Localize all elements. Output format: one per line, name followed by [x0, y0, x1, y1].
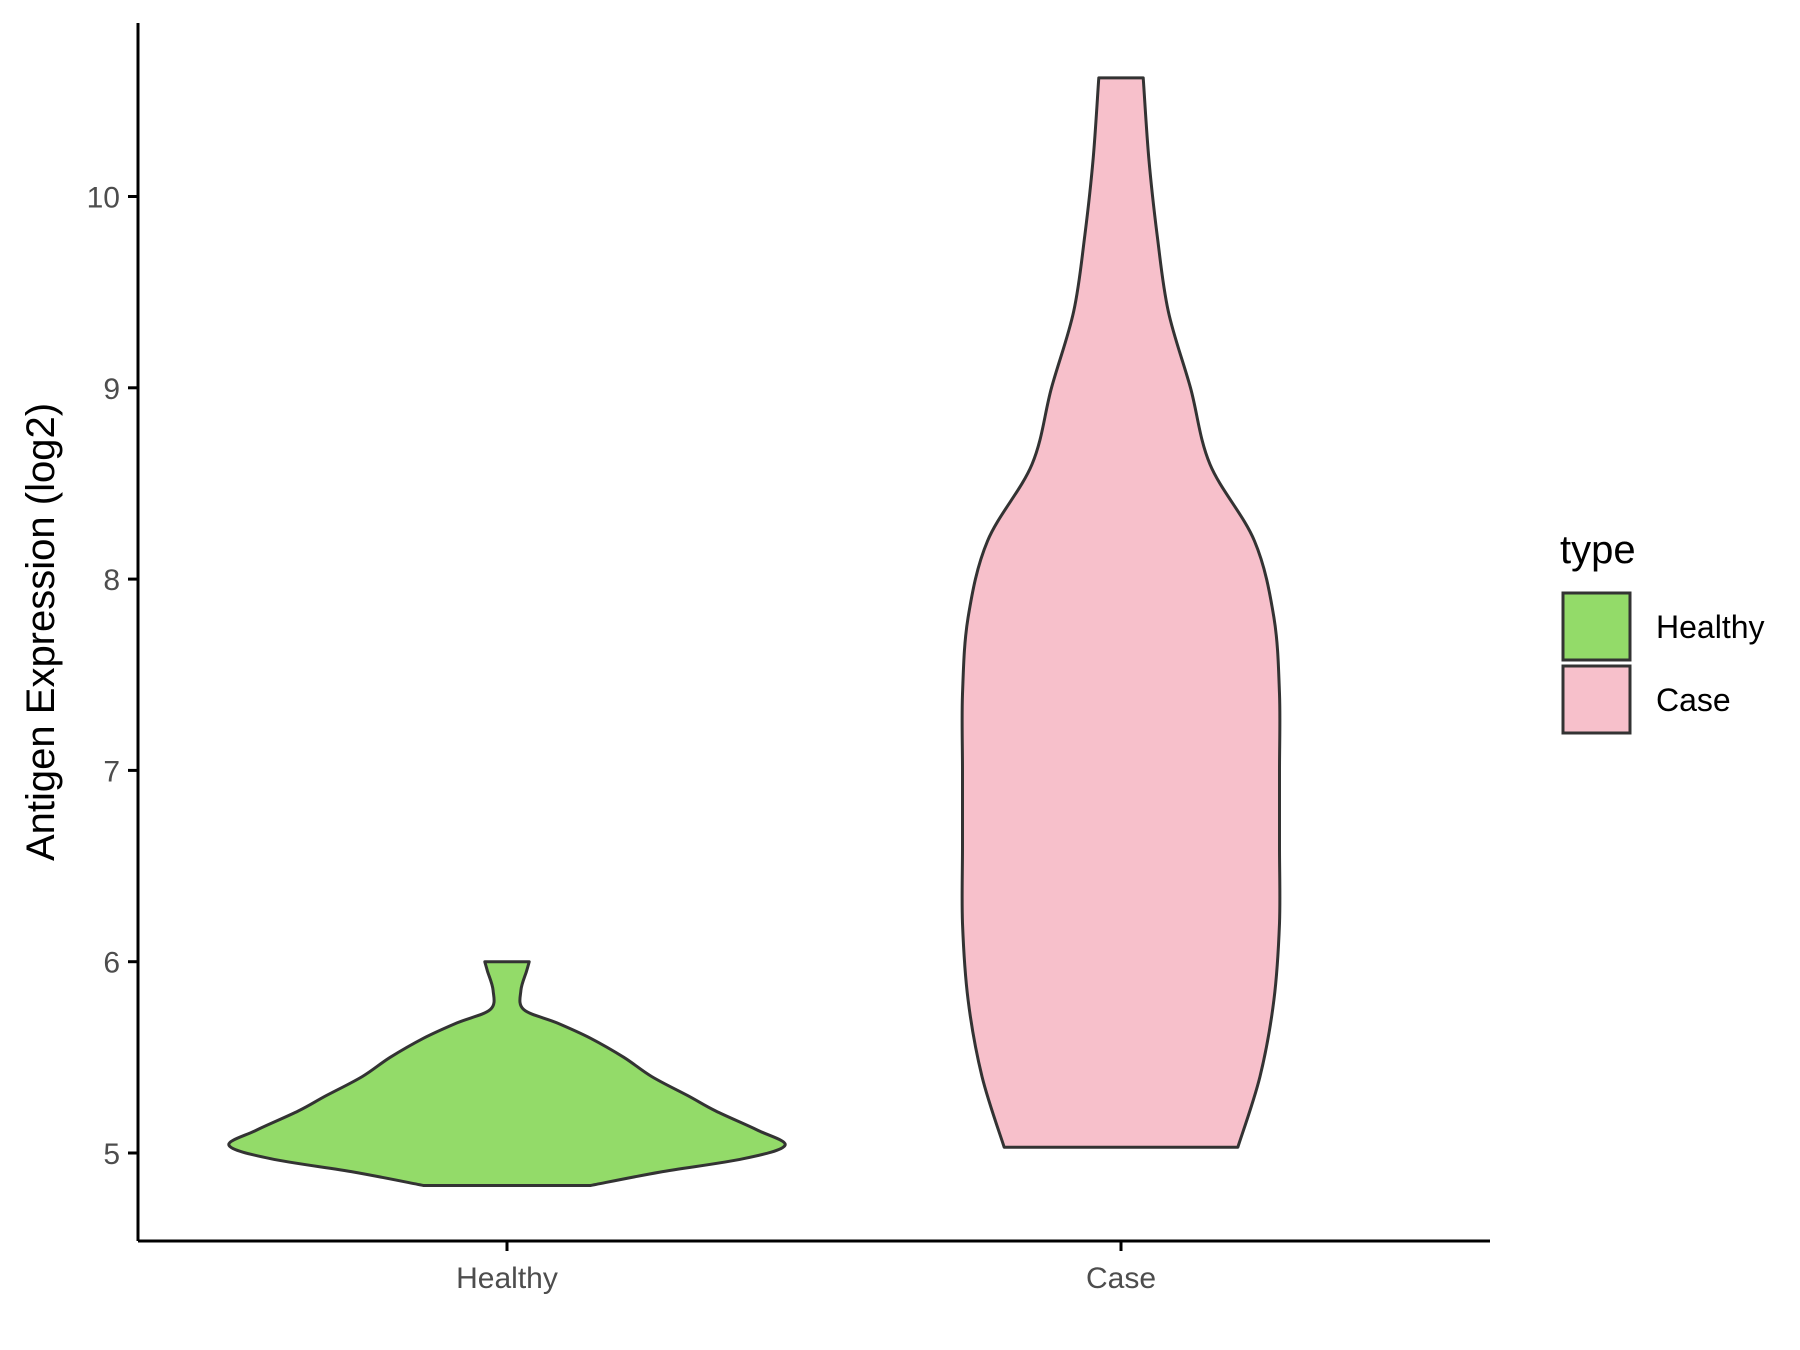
y-tick-label: 7 [103, 755, 120, 788]
legend-label: Healthy [1656, 609, 1765, 645]
legend-swatch [1561, 664, 1632, 735]
y-tick-label: 6 [103, 947, 120, 980]
x-ticks: Healthy Case [456, 1241, 1156, 1295]
y-tick-label: 8 [103, 564, 120, 597]
y-axis-title: Antigen Expression (log2) [19, 403, 63, 861]
legend-title: type [1560, 528, 1636, 572]
legend: type Healthy Case [1560, 528, 1765, 735]
y-ticks: 5 6 7 8 9 10 [87, 182, 138, 1171]
legend-label: Case [1656, 682, 1731, 718]
violin-case [960, 76, 1282, 1149]
y-tick-label: 9 [103, 373, 120, 406]
violin-layer [227, 76, 1282, 1187]
x-tick-label: Case [1086, 1262, 1156, 1295]
y-tick-label: 10 [87, 182, 120, 215]
legend-swatch [1561, 591, 1632, 662]
axes [136, 23, 1490, 1243]
violin-healthy [227, 960, 787, 1187]
x-tick-label: Healthy [456, 1262, 558, 1295]
y-tick-label: 5 [103, 1138, 120, 1171]
